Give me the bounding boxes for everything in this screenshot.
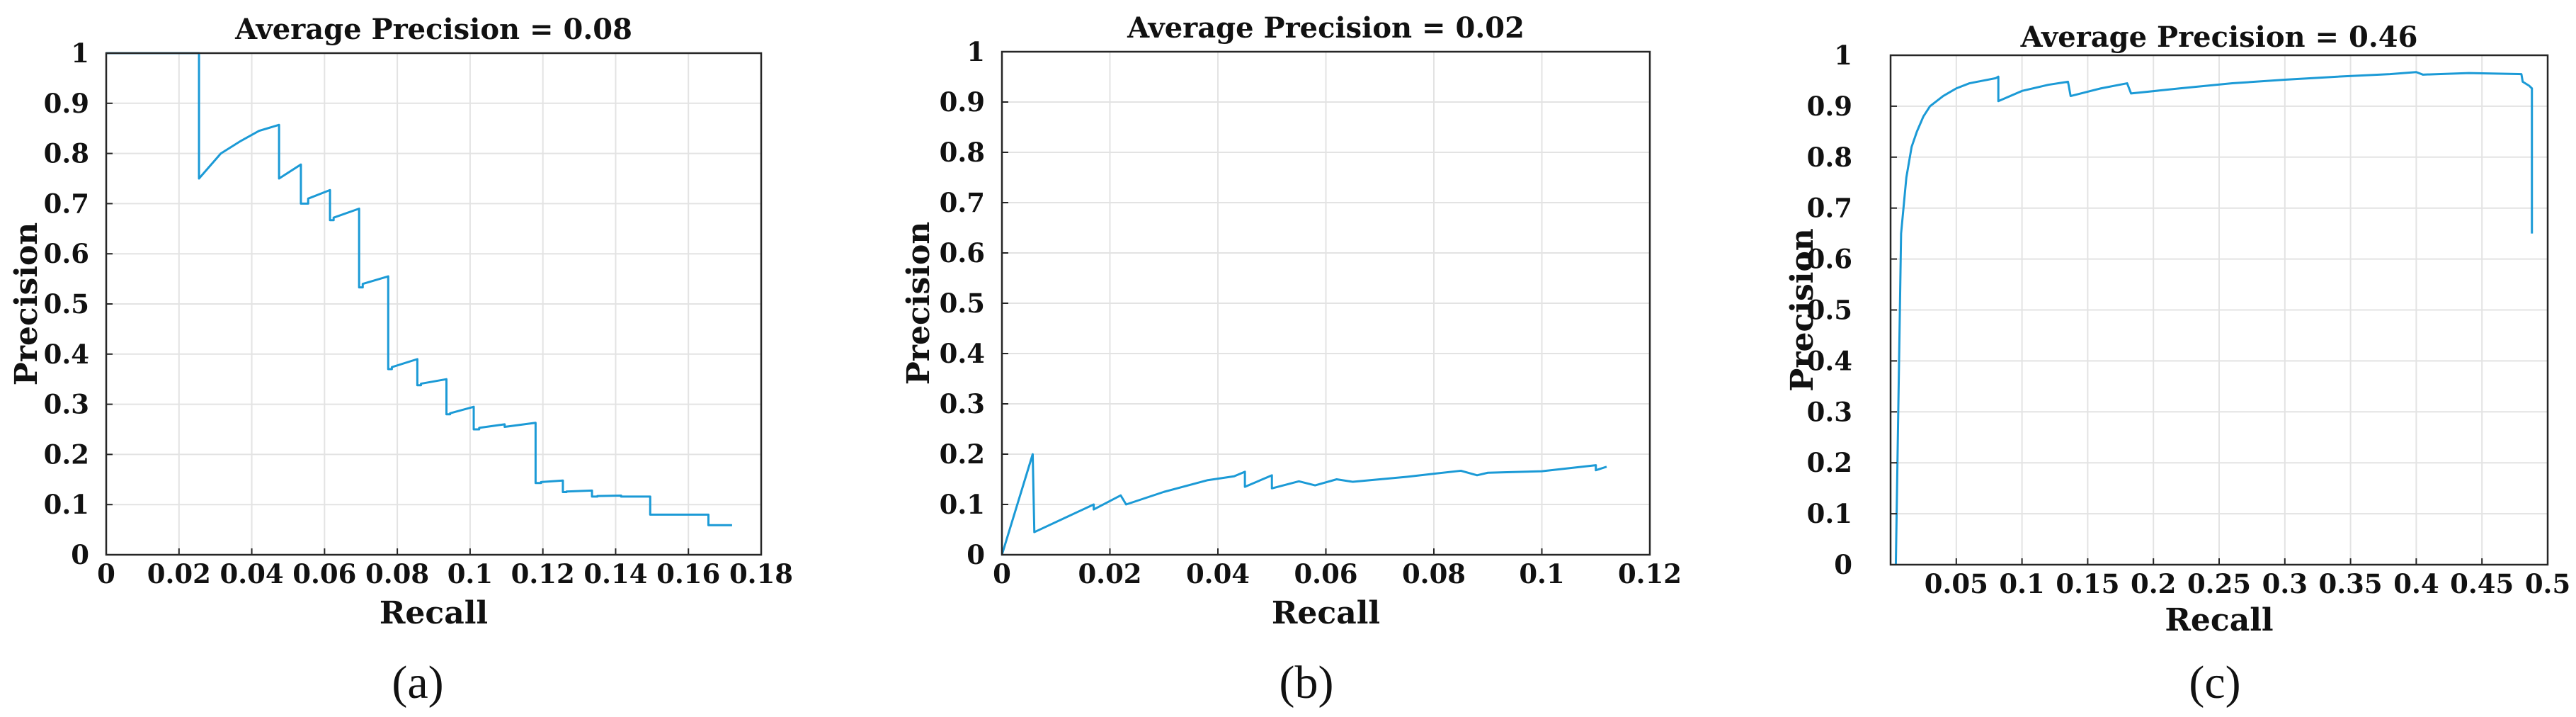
y-tick-label: 1 xyxy=(71,38,89,69)
y-tick-label: 1 xyxy=(967,36,985,67)
y-tick-label: 1 xyxy=(1834,40,1852,71)
y-tick-label: 0.4 xyxy=(940,338,985,369)
y-tick-label: 0.1 xyxy=(1807,498,1852,529)
y-axis-label: Precision xyxy=(1784,228,1820,392)
chart-title: Average Precision = 0.02 xyxy=(1127,11,1524,45)
x-tick-label: 0.02 xyxy=(1078,558,1141,589)
y-tick-label: 0.2 xyxy=(940,439,985,470)
x-tick-label: 0.45 xyxy=(2450,568,2514,599)
y-tick-label: 0.9 xyxy=(44,88,89,119)
precision-recall-curve xyxy=(106,52,732,526)
x-tick-label: 0.02 xyxy=(147,558,211,589)
x-tick-label: 0.1 xyxy=(448,558,493,589)
y-tick-label: 0.2 xyxy=(1807,447,1852,478)
y-tick-label: 0.9 xyxy=(1807,91,1852,122)
y-tick-label: 0.5 xyxy=(44,288,89,320)
x-tick-label: 0.12 xyxy=(1618,558,1682,589)
y-tick-label: 0.9 xyxy=(940,86,985,118)
x-tick-label: 0.25 xyxy=(2187,568,2251,599)
x-tick-label: 0.08 xyxy=(1402,558,1466,589)
y-axis-label: Precision xyxy=(8,222,45,386)
x-tick-label: 0.15 xyxy=(2056,568,2119,599)
x-tick-label: 0.2 xyxy=(2131,568,2176,599)
x-tick-label: 0.06 xyxy=(292,558,356,589)
y-tick-label: 0.2 xyxy=(44,439,89,470)
x-tick-label: 0.04 xyxy=(1186,558,1250,589)
y-tick-label: 0 xyxy=(1834,549,1852,580)
y-tick-label: 0.8 xyxy=(940,137,985,168)
x-axis-label: Recall xyxy=(380,595,488,631)
chart-panel-c: 0.05 0.1 0.15 0.2 0.25 0.3 0.35 0.4 0.45 0.5 0 0.1 0… xyxy=(1784,21,2570,708)
y-tick-label: 0.1 xyxy=(44,489,89,520)
y-tick-label: 0.3 xyxy=(1807,396,1852,427)
y-tick-label: 0 xyxy=(967,539,985,570)
y-tick-label: 0.8 xyxy=(1807,142,1852,173)
x-tick-label: 0.14 xyxy=(583,558,647,589)
x-tick-label: 0.3 xyxy=(2262,568,2308,599)
y-tick-label: 0.4 xyxy=(1807,345,1852,376)
y-tick-label: 0.5 xyxy=(940,288,985,319)
y-tick-label: 0.7 xyxy=(1807,193,1852,224)
chart-panel-b: 0 0.02 0.04 0.06 0.08 0.1 0.12 0 0.1 0.2 0.3 0.4 0.5… xyxy=(901,11,1682,708)
x-tick-label: 0.35 xyxy=(2319,568,2383,599)
panel-caption: (c) xyxy=(2189,657,2240,708)
y-tick-label: 0.8 xyxy=(44,138,89,169)
x-tick-label: 0.16 xyxy=(656,558,720,589)
x-axis-label: Recall xyxy=(2165,602,2273,638)
x-tick-label: 0.05 xyxy=(1925,568,1988,599)
precision-recall-curve xyxy=(1894,71,2534,565)
x-tick-label: 0.18 xyxy=(729,558,793,589)
y-tick-label: 0.3 xyxy=(44,389,89,420)
panel-caption: (a) xyxy=(392,657,443,708)
x-tick-label: 0.04 xyxy=(220,558,283,589)
y-tick-label: 0.3 xyxy=(940,388,985,419)
panel-caption: (b) xyxy=(1280,657,1334,708)
x-tick-label: 0 xyxy=(97,558,115,589)
chart-panel-a: 0 0.02 0.04 0.06 0.08 0.1 0.12 0.14 0.16 0.18 0 0.1… xyxy=(8,13,793,708)
y-tick-label: 0.4 xyxy=(44,339,89,370)
x-tick-label: 0.1 xyxy=(1999,568,2044,599)
y-tick-label: 0.6 xyxy=(940,237,985,269)
chart-title: Average Precision = 0.46 xyxy=(2020,21,2418,54)
y-tick-label: 0.6 xyxy=(44,238,89,269)
x-tick-label: 0 xyxy=(993,558,1011,589)
x-tick-label: 0.4 xyxy=(2393,568,2439,599)
chart-title: Average Precision = 0.08 xyxy=(234,13,632,46)
y-tick-label: 0.6 xyxy=(1807,244,1852,275)
x-tick-label: 0.5 xyxy=(2525,568,2570,599)
x-tick-label: 0.12 xyxy=(511,558,575,589)
y-axis-label: Precision xyxy=(901,222,937,385)
y-tick-label: 0.7 xyxy=(940,187,985,218)
y-tick-label: 0 xyxy=(71,539,89,570)
x-tick-label: 0.1 xyxy=(1519,558,1564,589)
x-tick-label: 0.06 xyxy=(1294,558,1357,589)
y-tick-label: 0.5 xyxy=(1807,295,1852,326)
y-tick-label: 0.1 xyxy=(940,489,985,520)
precision-recall-curve xyxy=(1001,453,1607,555)
y-tick-label: 0.7 xyxy=(44,188,89,219)
x-tick-label: 0.08 xyxy=(365,558,429,589)
x-axis-label: Recall xyxy=(1272,595,1380,631)
